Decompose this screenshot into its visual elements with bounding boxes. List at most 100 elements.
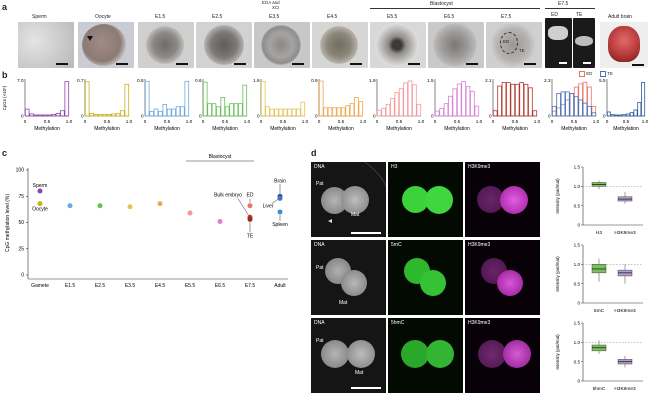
histogram-bar: [381, 107, 386, 117]
photo-adult-brain: [600, 22, 648, 68]
photo-oocyte: [78, 22, 134, 68]
sperm-annotation: Sperm: [33, 183, 48, 189]
oocyte-cell: [82, 24, 126, 66]
photo-e3-5: [254, 22, 310, 68]
histogram-bar: [637, 102, 642, 117]
x-tick-label: 0.5: [44, 119, 51, 124]
stage-label-e4-5: E4.5: [327, 14, 338, 20]
histogram-bar: [448, 95, 453, 117]
y-tick-label: 1.5: [574, 243, 581, 248]
y-zero-tick: 0: [548, 114, 551, 119]
scale-bar: [234, 63, 246, 65]
histogram-bar: [282, 108, 288, 117]
stage-label-e3-5: E3.5: [269, 14, 280, 20]
micrograph-mark1-row3: 5hmC: [388, 318, 463, 393]
ed-region-outline: [500, 32, 518, 54]
panel-b-letter: b: [2, 70, 8, 80]
histogram-bar: [260, 80, 266, 117]
x-tick-label: E4.5: [155, 283, 166, 289]
brain-annotation: Brain: [274, 178, 286, 184]
photo-sperm: [18, 22, 74, 68]
x-tick-label: 0.5: [512, 119, 519, 124]
stage-label-e5-5: E5.5: [387, 14, 398, 20]
y-tick-label: 0: [577, 301, 580, 306]
x-tick-label: 0.5: [280, 119, 287, 124]
histogram-bar: [349, 103, 355, 117]
x-tick-label: 0: [84, 119, 87, 124]
histogram-bar: [60, 110, 65, 117]
x-axis-label: Methylation: [613, 126, 639, 132]
x-tick-label: 0.5: [396, 119, 403, 124]
histogram-bar: [24, 108, 30, 117]
histogram-bar: [120, 110, 125, 117]
y-zero-tick: 0: [431, 114, 434, 119]
histogram-bar: [115, 112, 121, 117]
scale-bar: [524, 63, 536, 65]
histogram-bar: [582, 81, 588, 117]
histogram-bar: [614, 114, 619, 117]
mark1-label: H3: [391, 164, 398, 170]
ed-tissue: [548, 26, 568, 40]
data-point: [277, 195, 283, 201]
histogram-bar: [551, 110, 557, 117]
scale-bar: [632, 64, 644, 66]
data-point: [217, 218, 223, 224]
histogram-bar: [144, 80, 150, 117]
x-tick-label: 1.0: [476, 119, 483, 124]
histogram-bar: [560, 91, 566, 117]
x-axis-label: Methylation: [502, 126, 528, 132]
x-axis-label: Methylation: [94, 126, 120, 132]
y-max-tick: 1.6: [253, 78, 260, 83]
histogram-bar: [162, 104, 168, 117]
x-axis-label: Methylation: [444, 126, 470, 132]
y-tick-label: 1.0: [574, 340, 581, 345]
histogram-bar: [171, 108, 176, 117]
histogram-bar: [111, 113, 116, 117]
micrograph-dna-row2: DNA Pat Mat: [311, 240, 386, 315]
micrograph-dna-row1: DNA Pat Mat: [311, 162, 386, 237]
histogram-bar: [591, 105, 597, 117]
histogram-bar: [93, 114, 99, 117]
y-tick-label: 25: [18, 246, 24, 252]
histogram-bar: [532, 110, 538, 117]
x-axis-label: Methylation: [212, 126, 238, 132]
histogram-bar: [565, 91, 570, 117]
oocyte-annotation: Oocyte: [32, 207, 48, 213]
mat-label: Mat: [339, 300, 348, 306]
y-tick-label: 1.0: [574, 262, 581, 267]
y-tick-label: 50: [18, 220, 24, 226]
histogram-bar: [416, 103, 422, 117]
mat-nucleus: [500, 186, 528, 214]
intensity-boxplots: 0 0.5 1.0 1.5 Intensity (pat/mat) H3 H3K9me3 0 0…: [555, 165, 643, 392]
histogram-bar: [211, 103, 217, 117]
pat-nucleus: [321, 340, 349, 368]
histogram-bar: [300, 101, 306, 117]
x-tick-label: 0: [318, 119, 321, 124]
x-tick-label: 1.0: [534, 119, 541, 124]
x-tick-label: 1.0: [642, 119, 649, 124]
histogram-bar: [510, 83, 516, 117]
pat-label: Pat: [316, 265, 324, 271]
data-point: [157, 201, 163, 207]
histogram-bar: [106, 114, 112, 117]
y-zero-tick: 0: [199, 114, 202, 119]
micrograph-dna-row3: DNA Pat Mat: [311, 318, 386, 393]
histogram-bar: [452, 88, 458, 117]
x-tick-label: 1.0: [418, 119, 425, 124]
bulk-embryo-annotation: Bulk embryo: [214, 193, 242, 199]
mat-nucleus: [497, 270, 523, 296]
mark1-label: 5hmC: [391, 320, 405, 326]
histogram-bar: [153, 108, 159, 117]
e75-header: E7.5: [558, 1, 569, 7]
histogram-bar: [407, 80, 413, 117]
histogram-bar: [184, 80, 190, 117]
histogram-bar: [528, 87, 533, 117]
histogram-bar: [318, 80, 324, 117]
histogram-bar: [124, 83, 130, 117]
histogram-bar: [287, 108, 292, 117]
photo-e1-5: [138, 22, 194, 68]
photo-e7-5: ED TE: [486, 22, 542, 68]
y-tick-label: 0: [577, 379, 580, 384]
x-tick-label: E1.5: [65, 283, 76, 289]
brain-tissue: [608, 26, 640, 62]
